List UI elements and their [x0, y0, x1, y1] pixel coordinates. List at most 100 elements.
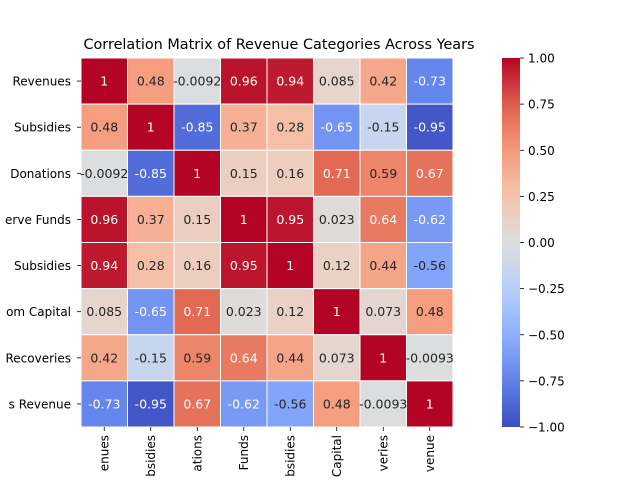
cell-value-label: 0.44 [276, 350, 304, 365]
cell-value-label: -0.95 [414, 120, 446, 135]
cell-value-label: 0.48 [323, 396, 351, 411]
heatmap-cell [80, 57, 128, 105]
heatmap-cell [220, 195, 268, 243]
heatmap-cells [80, 57, 454, 428]
chart-title: Correlation Matrix of Revenue Categories… [83, 37, 474, 53]
cell-value-label: -0.0093 [359, 396, 407, 411]
cell-value-label: 0.12 [276, 304, 304, 319]
heatmap-cell [127, 149, 175, 197]
cell-value-label: 1 [426, 396, 434, 411]
cell-value-label: -0.0092 [173, 74, 221, 89]
cell-value-label: -0.62 [228, 396, 260, 411]
cell-value-label: 0.12 [323, 258, 351, 273]
cell-value-label: -0.56 [274, 396, 306, 411]
cell-value-label: -0.65 [321, 120, 353, 135]
colorbar-tick-label: −0.25 [528, 282, 565, 296]
colorbar-gradient [502, 58, 520, 427]
heatmap-cell [406, 149, 454, 197]
heatmap-cell [173, 57, 221, 105]
column-tick-labels: enues bsidies ations Funds bsidies Capital ver… [97, 427, 437, 477]
heatmap-cell [406, 380, 454, 428]
heatmap-cell [266, 288, 314, 336]
cell-value-label: 0.48 [137, 74, 165, 89]
column-tick-label: venue [423, 435, 437, 472]
heatmap-cell [313, 334, 361, 382]
cell-value-label: 0.28 [137, 258, 165, 273]
heatmap-cell [406, 288, 454, 336]
row-tick-label: Recoveries [5, 351, 71, 365]
cell-value-label: -0.65 [135, 304, 167, 319]
cell-value-label: 0.71 [323, 166, 351, 181]
cell-value-label: 0.95 [230, 258, 258, 273]
cell-value-label: 0.71 [183, 304, 211, 319]
colorbar-tick-label: 0.50 [528, 144, 555, 158]
cell-value-label: 0.42 [90, 350, 118, 365]
cell-value-label: 0.94 [90, 258, 118, 273]
cell-value-label: 0.023 [226, 304, 262, 319]
row-tick-label: Subsidies [14, 121, 71, 135]
column-tick-label: veries [376, 435, 390, 471]
column-tick-label: Capital [330, 435, 344, 477]
heatmap-cell [406, 242, 454, 290]
cell-value-label: 0.48 [416, 304, 444, 319]
row-tick-label: Revenues [12, 75, 71, 89]
cell-value-label: 0.95 [276, 212, 304, 227]
heatmap-cell [406, 57, 454, 105]
heatmap-cell [406, 334, 454, 382]
colorbar-tick-label: −1.00 [528, 421, 565, 435]
colorbar-tick-label: 0.25 [528, 190, 555, 204]
heatmap-cell [127, 288, 175, 336]
colorbar-tick-label: −0.75 [528, 374, 565, 388]
heatmap-cell [266, 149, 314, 197]
colorbar: 1.00 0.75 0.50 0.25 0.00 −0.25 −0.50 −0.75 −1.00 [502, 52, 565, 435]
heatmap-cell [313, 149, 361, 197]
row-tick-labels: Revenues Subsidies Donations erve Funds Subs… [5, 75, 81, 411]
cell-value-label: -0.95 [135, 396, 167, 411]
cell-value-label: 1 [286, 258, 294, 273]
cell-value-label: -0.0092 [80, 166, 128, 181]
heatmap-cell [173, 149, 221, 197]
cell-value-label: 0.073 [365, 304, 401, 319]
column-tick-label: enues [97, 435, 111, 471]
heatmap-cell [313, 57, 361, 105]
heatmap-cell [127, 57, 175, 105]
cell-value-label: 0.15 [183, 212, 211, 227]
heatmap-cell [220, 242, 268, 290]
cell-value-label: 0.96 [90, 212, 118, 227]
heatmap-cell [127, 103, 175, 151]
heatmap-cell [313, 288, 361, 336]
heatmap-cell [127, 334, 175, 382]
cell-value-label: 1 [100, 74, 108, 89]
cell-value-label: 0.16 [276, 166, 304, 181]
column-tick-label: ations [190, 435, 204, 472]
cell-value-label: 0.28 [276, 120, 304, 135]
heatmap-cell [173, 195, 221, 243]
row-tick-label: Donations [10, 167, 71, 181]
cell-value-label: 0.94 [276, 74, 304, 89]
cell-value-label: 0.085 [86, 304, 122, 319]
cell-value-label: 1 [147, 120, 155, 135]
cell-value-label: -0.73 [88, 396, 120, 411]
heatmap-cell [173, 380, 221, 428]
heatmap-cell [220, 103, 268, 151]
heatmap-cell-labels: 1 0.48 -0.0092 0.96 0.94 0.085 0.42 -0.73 0.48 1 -… [80, 74, 454, 412]
column-tick-label: bsidies [283, 435, 297, 477]
colorbar-tick-label: −0.50 [528, 328, 565, 342]
cell-value-label: 0.64 [369, 212, 397, 227]
row-tick-label: Subsidies [14, 259, 71, 273]
column-tick-label: bsidies [144, 435, 158, 477]
cell-value-label: 0.67 [416, 166, 444, 181]
cell-value-label: 0.59 [369, 166, 397, 181]
cell-value-label: 0.42 [369, 74, 397, 89]
cell-value-label: 1 [193, 166, 201, 181]
cell-value-label: 0.073 [319, 350, 355, 365]
colorbar-tick-label: 1.00 [528, 52, 555, 66]
cell-value-label: -0.15 [367, 120, 399, 135]
cell-value-label: -0.56 [414, 258, 446, 273]
cell-value-label: 0.37 [137, 212, 165, 227]
row-tick-label: om Capital [6, 305, 71, 319]
heatmap-cell [173, 288, 221, 336]
heatmap-cell [359, 242, 407, 290]
cell-value-label: 0.67 [183, 396, 211, 411]
row-tick-label: erve Funds [5, 213, 71, 227]
